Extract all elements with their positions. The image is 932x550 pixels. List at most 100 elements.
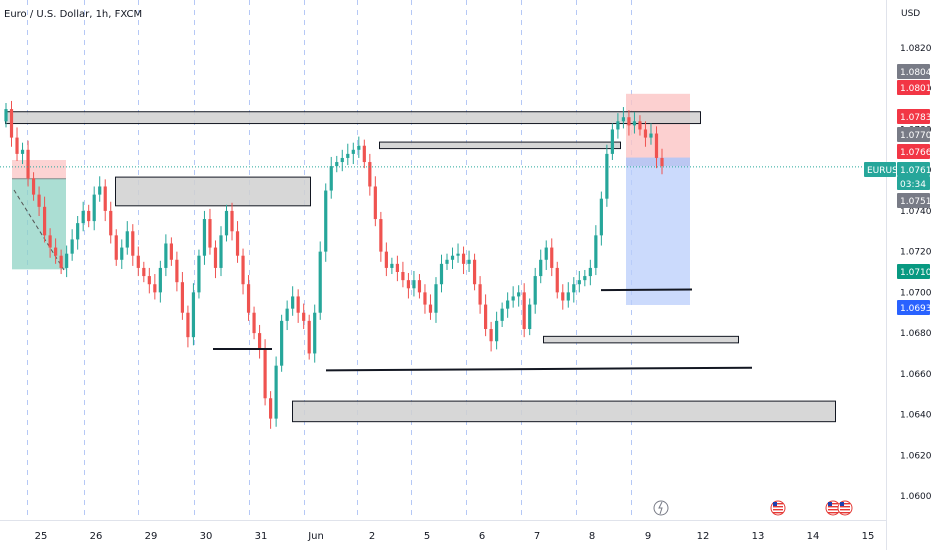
time-tick-label: 12 [697,531,710,542]
candle-body [368,162,372,187]
candle-body [291,296,295,309]
candle-body [649,133,653,138]
candle-body [324,190,328,252]
time-tick-label: 7 [534,531,540,542]
candle-body [379,219,383,252]
candle-body [202,219,207,256]
price-badge-label: 1.07837 [900,113,932,123]
candle-body [65,253,69,268]
candle-body [450,255,455,260]
candle-body [246,284,251,313]
candle-body [180,282,185,313]
dividend-icon [653,500,669,516]
candle-body [48,235,52,248]
time-tick-label: 5 [424,531,430,542]
candle-body [81,210,85,224]
candle-body [390,263,394,268]
us-flag-icon [770,500,786,516]
candle-body [434,284,438,313]
candle-body [467,259,471,264]
price-badge [897,162,930,176]
candle-body [131,231,135,256]
price-badge-label: 1.07705 [900,131,932,141]
candle-body [153,284,157,293]
candle-body [175,259,179,283]
price-badge [864,162,896,177]
candle-body [638,121,642,130]
time-tick-label: 26 [90,531,103,542]
candle-body [456,253,460,256]
time-tick-label: 29 [145,531,158,542]
candle-body [274,365,278,419]
flag-stripe [840,509,850,511]
currency-label: USD [901,9,920,19]
flag-stripe [828,509,838,511]
time-tick-label: 2 [369,531,375,542]
time-tick-label: 31 [255,531,268,542]
price-badge [897,193,930,208]
chart-marks [0,166,886,516]
price-tick-label: 1.06400 [900,411,932,421]
candle-body [252,312,256,334]
candle-body [605,153,609,199]
price-tick-label: 1.07000 [900,288,932,298]
price-badge [897,300,930,315]
zone-box [379,141,621,150]
candle-body [42,206,47,236]
candle-body [594,235,598,268]
candle-body [539,259,543,277]
flag-canton [773,502,777,506]
flag-stripe [828,503,838,505]
candle-body [346,153,350,158]
zone-box [292,400,836,423]
candles [4,100,664,429]
time-tick-label: 9 [645,531,651,542]
time-axis[interactable]: 25 26 29 30 31 Jun 2 5 6 7 8 9 12 13 14 15 [35,531,875,542]
price-badge-label: 1.06938 [900,304,932,314]
candle-body [340,157,344,163]
open-pnl [626,157,690,167]
horizontal-line [325,366,753,372]
candle-body [4,109,8,122]
zone-box [115,176,311,207]
time-tick-label: 14 [807,531,820,542]
candle-body [472,259,477,285]
candle-body [169,243,173,260]
candle-body [566,292,570,301]
candle-body [120,247,124,260]
flag-stripe [828,506,838,508]
candle-body [98,186,102,195]
candle-body [318,251,322,313]
candle-body [522,292,526,330]
price-badge-label: 1.07517 [900,197,932,207]
candle-body [136,255,140,268]
candle-body [572,284,576,293]
time-tick-label: 30 [200,531,213,542]
candle-body [158,267,162,293]
candle-body [313,312,317,354]
price-badge [897,109,930,124]
price-tick-label: 1.06600 [900,370,932,380]
candle-body [103,186,107,211]
candle-body [164,243,168,268]
price-badge-label: 1.07662 [900,148,932,158]
candle-body [643,129,648,138]
candle-body [384,251,388,268]
candle-body [555,267,559,293]
candle-body [9,109,14,138]
candle-body [296,296,300,313]
candle-body [610,129,614,154]
price-badge-label: 03:34 [900,180,926,190]
candle-body [37,194,41,207]
candle-body [20,149,25,154]
price-badge [897,264,930,279]
candle-body [362,145,366,163]
candle-body [219,235,223,268]
candle-body [269,398,273,419]
flag-stripe [773,503,783,505]
price-tick-label: 1.07200 [900,248,932,258]
candle-body [15,137,19,154]
time-tick-label: 15 [862,531,875,542]
candle-body [186,312,190,338]
